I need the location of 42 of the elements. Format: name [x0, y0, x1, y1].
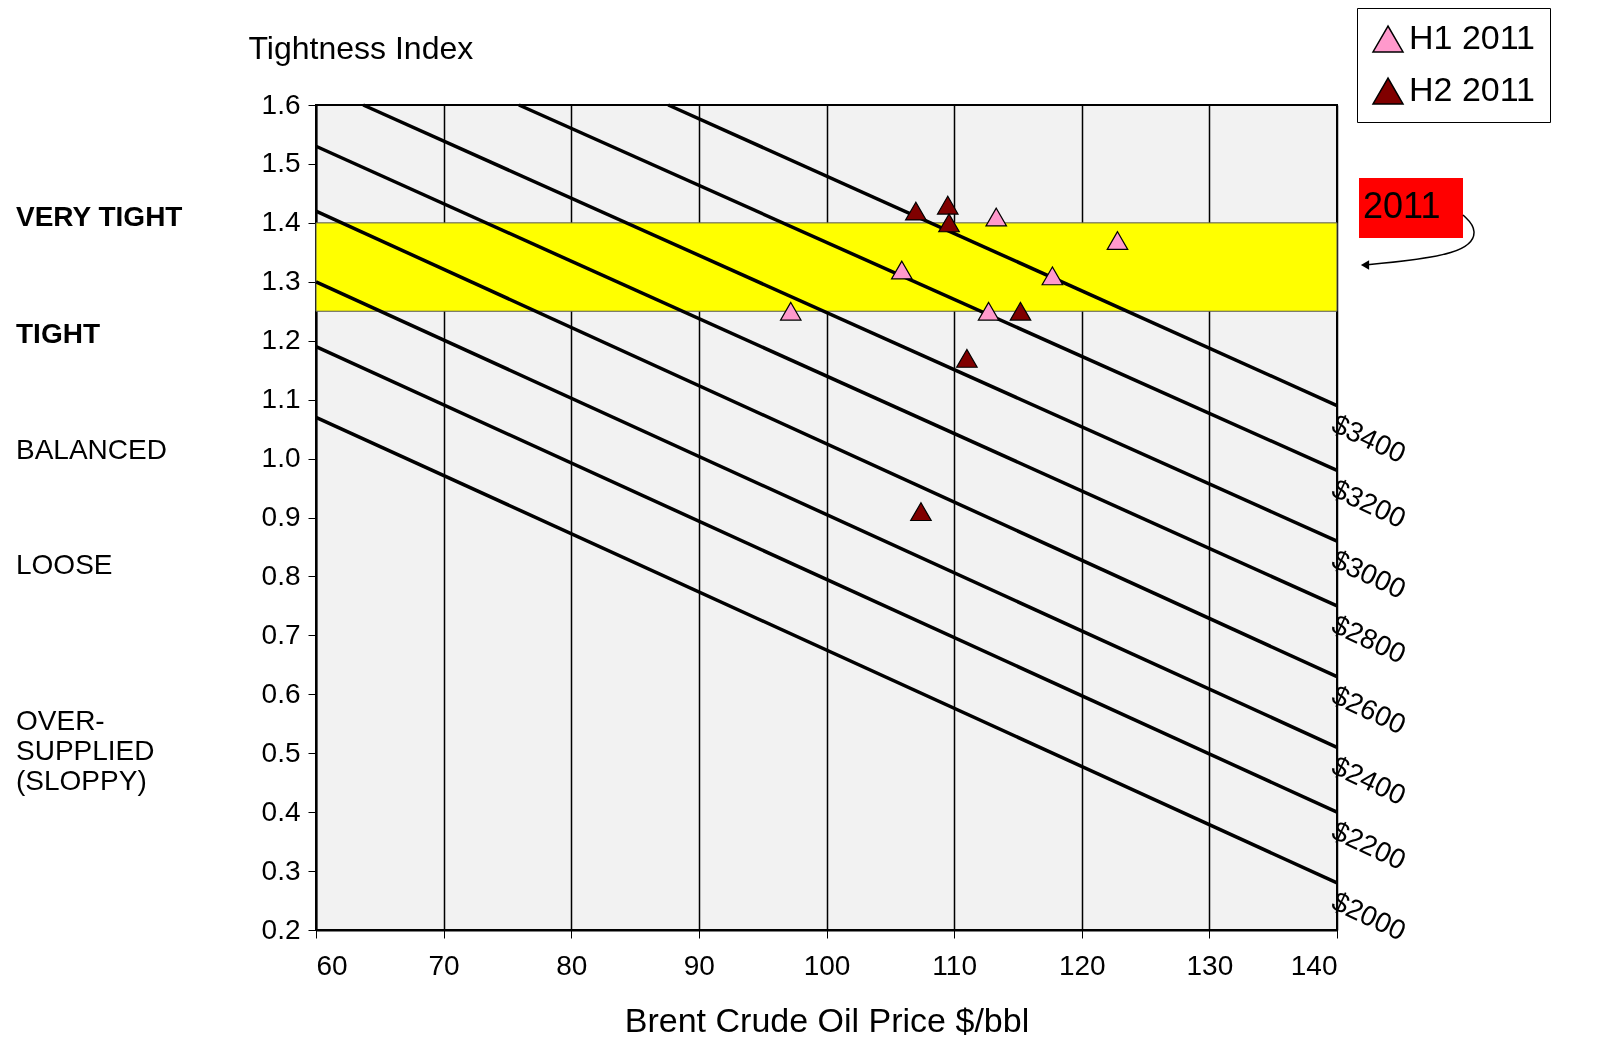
y-tick-label: 0.9 — [261, 501, 301, 532]
text: $3200 — [1327, 472, 1411, 534]
y-tick-label: 1.4 — [261, 206, 301, 238]
y-tick-label: 1.0 — [261, 442, 301, 474]
text: LOOSE — [16, 549, 113, 580]
legend-label: H2 2011 — [1409, 70, 1536, 108]
legend-label: H1 2011 — [1409, 18, 1536, 56]
x-tick-label: 60 — [316, 949, 348, 981]
x-tick-label: 140 — [1290, 949, 1338, 981]
y-tick-label: 0.3 — [261, 854, 301, 886]
text: 2011 — [1363, 185, 1441, 226]
y-tick-label: 0.8 — [261, 559, 301, 591]
text: $3000 — [1327, 543, 1411, 605]
y-tick-label: 0.2 — [261, 913, 301, 945]
text: VERY TIGHT — [16, 201, 183, 232]
y-tick-label: 1.5 — [261, 147, 301, 179]
text: $2400 — [1327, 749, 1411, 811]
y-tick-label: 0.4 — [261, 795, 301, 827]
y-tick-label: 0.5 — [261, 736, 301, 768]
x-tick-label: 120 — [1058, 949, 1106, 981]
text: $2800 — [1327, 608, 1411, 670]
y-tick-label: 1.6 — [261, 88, 301, 120]
text: $2200 — [1327, 814, 1411, 876]
y-tick-label: 1.3 — [261, 265, 301, 297]
y-tick-label: 0.6 — [261, 677, 301, 709]
x-tick-label: 80 — [556, 949, 588, 981]
y-tick-label: 1.2 — [261, 324, 301, 356]
text: $2000 — [1327, 885, 1411, 947]
x-tick-label: 100 — [803, 949, 851, 981]
x-tick-label: 90 — [683, 949, 715, 981]
x-tick-label: 110 — [932, 949, 977, 981]
text: BALANCED — [16, 434, 167, 465]
text: $2600 — [1327, 679, 1411, 741]
text: OVER- SUPPLIED (SLOPPY) — [16, 705, 155, 796]
text: $3400 — [1327, 408, 1411, 470]
text: TIGHT — [16, 318, 100, 349]
y-tick-label: 0.7 — [261, 618, 301, 650]
x-tick-label: 130 — [1186, 949, 1234, 981]
y-axis-title: Tightness Index — [248, 29, 474, 66]
x-axis-title: Brent Crude Oil Price $/bbl — [624, 1000, 1030, 1039]
x-tick-label: 70 — [428, 949, 460, 981]
y-tick-label: 1.1 — [261, 383, 301, 415]
